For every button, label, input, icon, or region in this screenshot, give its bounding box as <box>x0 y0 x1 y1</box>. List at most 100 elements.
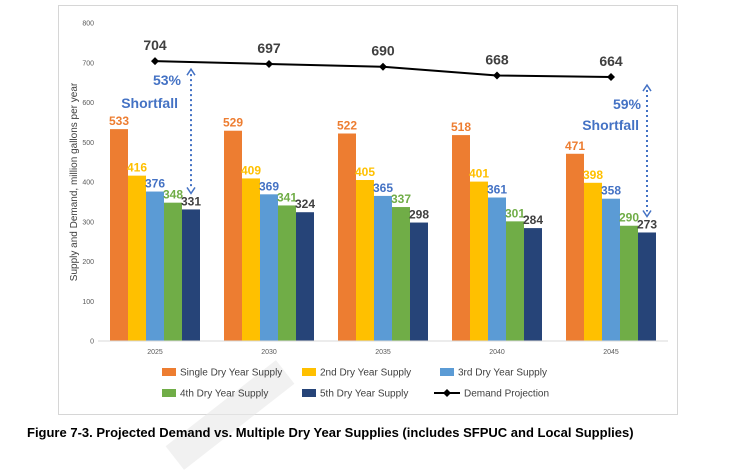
bar <box>506 221 524 341</box>
bar <box>566 153 584 341</box>
bar-data-label: 376 <box>145 177 165 191</box>
shortfall-arrow-head-up <box>186 67 196 76</box>
shortfall-label: Shortfall <box>121 95 178 111</box>
y-tick-label: 0 <box>90 339 94 346</box>
bar <box>356 180 374 341</box>
x-axis-ticks: 2025 2030 2035 2040 2045 <box>98 340 668 356</box>
bar-data-label: 331 <box>181 194 201 208</box>
y-tick-label: 100 <box>82 299 94 306</box>
bar-data-label: 471 <box>565 139 585 153</box>
bar-data-label: 409 <box>241 163 261 177</box>
bar-data-label: 416 <box>127 161 147 175</box>
legend-swatch <box>440 368 454 376</box>
bar-data-label: 341 <box>277 190 297 204</box>
shortfall-annotations: 53% Shortfall 59% Shortfall <box>121 67 652 218</box>
bar <box>164 202 182 341</box>
legend-label: Demand Projection <box>464 389 549 400</box>
bar-data-label: 533 <box>109 114 129 128</box>
x-tick-label: 2030 <box>261 349 277 356</box>
legend-label: 3rd Dry Year Supply <box>458 368 547 379</box>
bar <box>296 212 314 341</box>
bar <box>128 175 146 341</box>
y-tick-label: 300 <box>82 219 94 226</box>
y-tick-label: 600 <box>82 100 94 107</box>
shortfall-percent: 59% <box>613 96 642 112</box>
bars <box>110 129 656 341</box>
bar-data-label: 284 <box>523 213 543 227</box>
bar-data-label: 401 <box>469 167 489 181</box>
bar-data-label: 361 <box>487 183 507 197</box>
bar-data-label: 365 <box>373 181 393 195</box>
bar-data-label: 369 <box>259 179 279 193</box>
y-tick-label: 700 <box>82 60 94 67</box>
demand-point <box>493 71 501 80</box>
demand-data-label: 690 <box>371 43 395 59</box>
bar <box>182 209 200 341</box>
shortfall-arrow-head-up <box>642 83 652 92</box>
x-tick-label: 2035 <box>375 349 391 356</box>
y-axis-ticks: 0 100 200 300 400 500 600 700 800 <box>82 21 94 346</box>
shortfall-arrow-head-down <box>642 210 652 218</box>
bar <box>374 195 392 341</box>
bar <box>278 205 296 341</box>
x-tick-label: 2040 <box>489 349 505 356</box>
x-tick-label: 2025 <box>147 349 163 356</box>
legend-label: Single Dry Year Supply <box>180 368 282 379</box>
bar-data-label: 522 <box>337 119 357 133</box>
bar <box>242 178 260 341</box>
bar <box>338 133 356 341</box>
y-tick-label: 800 <box>82 21 94 28</box>
bar <box>524 228 542 341</box>
chart-frame <box>58 5 678 415</box>
x-tick-label: 2045 <box>603 349 619 356</box>
demand-point <box>265 59 273 68</box>
demand-data-label: 697 <box>257 40 281 56</box>
legend-label: 5th Dry Year Supply <box>320 389 408 400</box>
demand-point <box>379 62 387 71</box>
bar <box>260 194 278 341</box>
legend-marker <box>443 389 451 397</box>
legend-swatch <box>162 389 176 397</box>
bar <box>638 232 656 341</box>
bar <box>620 225 638 341</box>
bar-data-label: 290 <box>619 211 639 225</box>
bar-data-label: 518 <box>451 120 471 134</box>
bar-data-label: 358 <box>601 184 621 198</box>
bar-data-label: 348 <box>163 188 183 202</box>
legend: Single Dry Year Supply 2nd Dry Year Suppl… <box>162 368 549 400</box>
bar <box>488 197 506 341</box>
bar-data-label: 529 <box>223 116 243 130</box>
figure-caption: Figure 7-3. Projected Demand vs. Multipl… <box>27 425 634 440</box>
demand-data-label: 668 <box>485 51 509 67</box>
legend-swatch <box>302 389 316 397</box>
demand-data-label: 664 <box>599 53 623 69</box>
legend-label: 2nd Dry Year Supply <box>320 368 411 379</box>
shortfall-arrow-head-down <box>186 187 196 195</box>
demand-data-label: 704 <box>143 37 167 53</box>
shortfall-percent: 53% <box>153 72 182 88</box>
demand-point <box>607 73 615 82</box>
legend-label: 4th Dry Year Supply <box>180 389 268 400</box>
bar-data-label: 324 <box>295 197 315 211</box>
bar <box>410 222 428 341</box>
bar <box>470 181 488 341</box>
bar <box>110 129 128 341</box>
bar <box>584 182 602 341</box>
bar <box>224 130 242 341</box>
bar-data-label: 398 <box>583 168 603 182</box>
y-tick-label: 500 <box>82 140 94 147</box>
y-tick-label: 200 <box>82 259 94 266</box>
legend-swatch <box>302 368 316 376</box>
bar-data-label: 301 <box>505 206 525 220</box>
legend-swatch <box>162 368 176 376</box>
bar-data-label: 337 <box>391 192 411 206</box>
shortfall-label: Shortfall <box>582 117 639 133</box>
y-axis-label: Supply and Demand, million gallons per y… <box>69 82 80 281</box>
bar-data-label: 405 <box>355 165 375 179</box>
bar <box>452 135 470 341</box>
demand-line: 704 697 690 668 664 <box>143 37 623 82</box>
bar <box>392 207 410 341</box>
y-tick-label: 400 <box>82 180 94 187</box>
